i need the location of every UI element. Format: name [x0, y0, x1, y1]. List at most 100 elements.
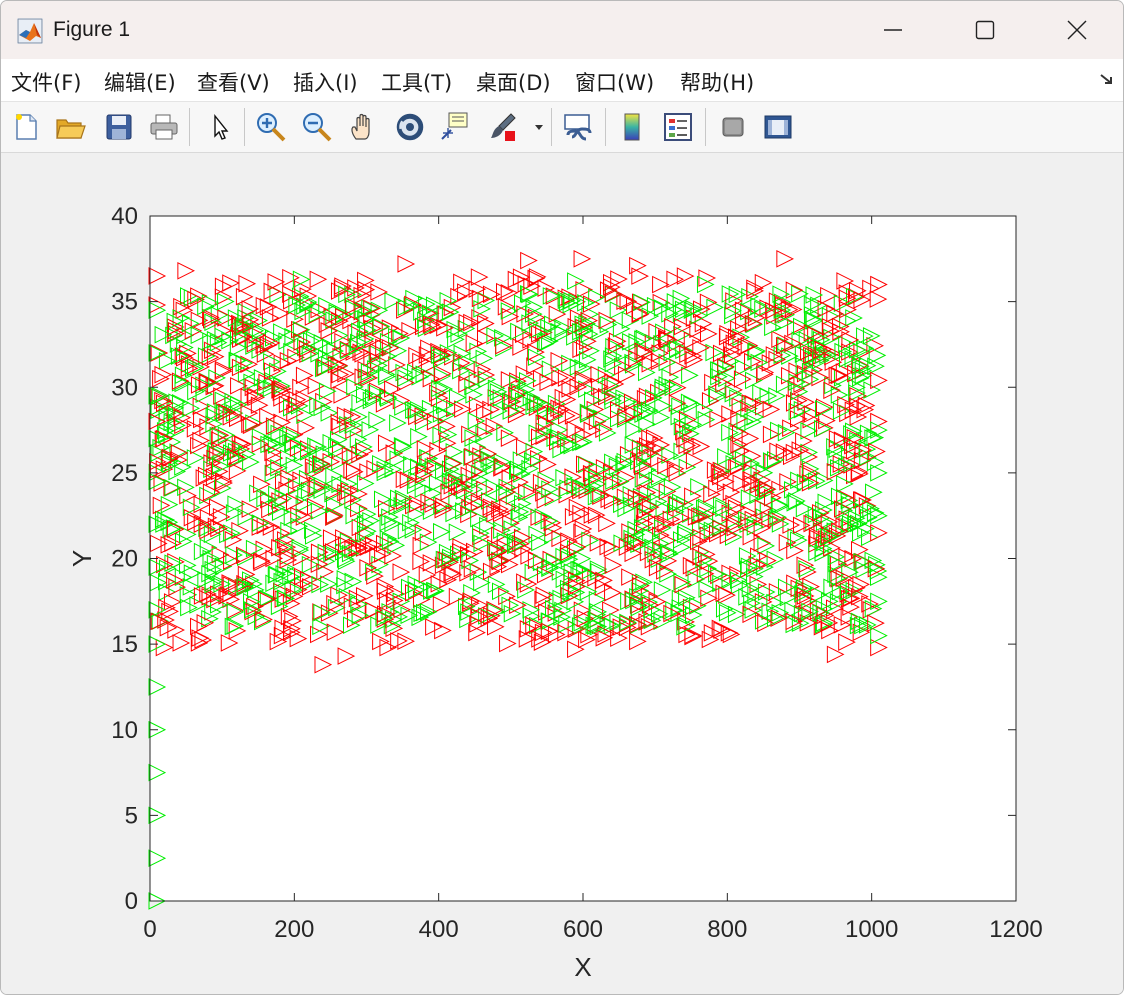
data-point-marker [802, 464, 821, 483]
data-point-marker [224, 617, 243, 636]
menu-view[interactable]: 查看(V) [197, 71, 270, 95]
menu-edit[interactable]: 编辑(E) [104, 71, 176, 95]
menu-help[interactable]: 帮助(H) [680, 71, 755, 95]
menu-window[interactable]: 窗口(W) [575, 71, 655, 95]
data-point-marker [408, 471, 426, 490]
insert-colorbar-button[interactable] [614, 109, 650, 145]
data-point-marker [511, 473, 529, 491]
data-point-marker [715, 600, 734, 618]
data-point-marker [607, 337, 626, 355]
open-file-button[interactable] [53, 109, 89, 145]
data-point-marker [750, 547, 768, 566]
data-point-marker [572, 481, 590, 500]
pan-button[interactable] [345, 109, 381, 145]
hide-plot-tools-button[interactable] [715, 109, 751, 145]
data-point-marker [593, 409, 611, 428]
menu-insert[interactable]: 插入(I) [293, 71, 358, 95]
data-point-marker [317, 543, 336, 562]
data-point-marker [699, 526, 718, 545]
menu-file[interactable]: 文件(F) [11, 71, 82, 95]
data-point-marker [314, 655, 333, 674]
data-point-marker [253, 475, 271, 494]
data-point-marker [468, 396, 487, 414]
data-point-marker [154, 365, 173, 384]
data-point-marker [245, 337, 263, 355]
brush-dropdown-button[interactable] [531, 109, 547, 145]
data-point-marker [499, 634, 517, 653]
data-point-marker [839, 311, 857, 330]
show-plot-tools-button[interactable] [760, 109, 796, 145]
data-point-marker [225, 546, 243, 564]
data-point-marker [397, 632, 415, 651]
print-figure-button[interactable] [146, 109, 182, 145]
data-point-marker [784, 481, 802, 499]
minimize-button[interactable] [847, 1, 939, 59]
data-point-marker [339, 489, 357, 507]
data-cursor-button[interactable] [437, 109, 473, 145]
link-plot-button[interactable] [560, 109, 596, 145]
zoom-in-button[interactable] [253, 109, 289, 145]
data-point-marker [330, 356, 349, 375]
data-point-marker [323, 544, 341, 563]
data-point-marker [432, 595, 451, 614]
data-point-marker [242, 315, 261, 334]
new-figure-button[interactable] [8, 109, 44, 145]
data-point-marker [393, 437, 412, 455]
data-point-marker [648, 471, 667, 490]
data-point-marker [541, 558, 559, 576]
data-point-marker [528, 424, 547, 442]
data-point-marker [192, 358, 211, 376]
menu-desktop[interactable]: 桌面(D) [476, 71, 551, 95]
data-point-marker [381, 508, 399, 526]
data-point-marker [506, 533, 525, 551]
data-point-marker [376, 577, 395, 596]
save-figure-button[interactable] [101, 109, 137, 145]
data-point-marker [381, 532, 400, 551]
menu-tools[interactable]: 工具(T) [381, 71, 453, 95]
dock-figure-icon[interactable] [1099, 73, 1115, 87]
data-point-marker [754, 612, 773, 630]
data-point-marker [664, 378, 683, 397]
data-point-marker [197, 347, 216, 365]
data-point-marker [288, 296, 306, 314]
data-point-marker [701, 630, 720, 649]
data-point-marker [479, 445, 498, 463]
maximize-button[interactable] [939, 1, 1031, 59]
data-point-marker [623, 496, 641, 515]
zoom-out-button[interactable] [299, 109, 335, 145]
data-point-marker [617, 408, 636, 426]
data-point-marker [392, 391, 411, 410]
data-point-marker [621, 311, 640, 330]
data-point-marker [672, 493, 690, 512]
data-point-marker [708, 385, 726, 403]
data-point-marker [594, 578, 613, 596]
edit-plot-button[interactable] [202, 109, 238, 145]
data-point-marker [595, 571, 613, 590]
data-point-marker [718, 603, 737, 622]
rotate-3d-button[interactable] [392, 109, 428, 145]
figure-canvas[interactable]: 0 200 400 600 800 1000 1200 0 5 10 15 20 25 30 35 40 X Y [1, 153, 1123, 994]
data-point-marker [793, 604, 812, 623]
data-point-marker [627, 525, 646, 544]
data-point-marker [851, 540, 869, 559]
data-point-marker [659, 552, 678, 570]
data-point-marker [155, 515, 173, 533]
data-point-marker [566, 592, 585, 611]
data-point-marker [458, 353, 476, 372]
brush-button[interactable] [485, 109, 521, 145]
data-point-marker [616, 292, 634, 311]
data-point-marker [299, 287, 318, 305]
insert-legend-button[interactable] [660, 109, 696, 145]
data-point-marker [663, 604, 681, 623]
data-point-marker [550, 421, 569, 439]
data-point-marker [673, 531, 691, 549]
data-point-marker [400, 606, 419, 625]
data-point-marker [625, 591, 643, 610]
data-point-marker [579, 582, 598, 601]
data-point-marker [421, 399, 440, 418]
close-button[interactable] [1031, 1, 1123, 59]
data-point-marker [534, 508, 553, 526]
data-point-marker [854, 366, 873, 385]
data-point-marker [170, 444, 189, 462]
data-point-marker [720, 624, 739, 642]
